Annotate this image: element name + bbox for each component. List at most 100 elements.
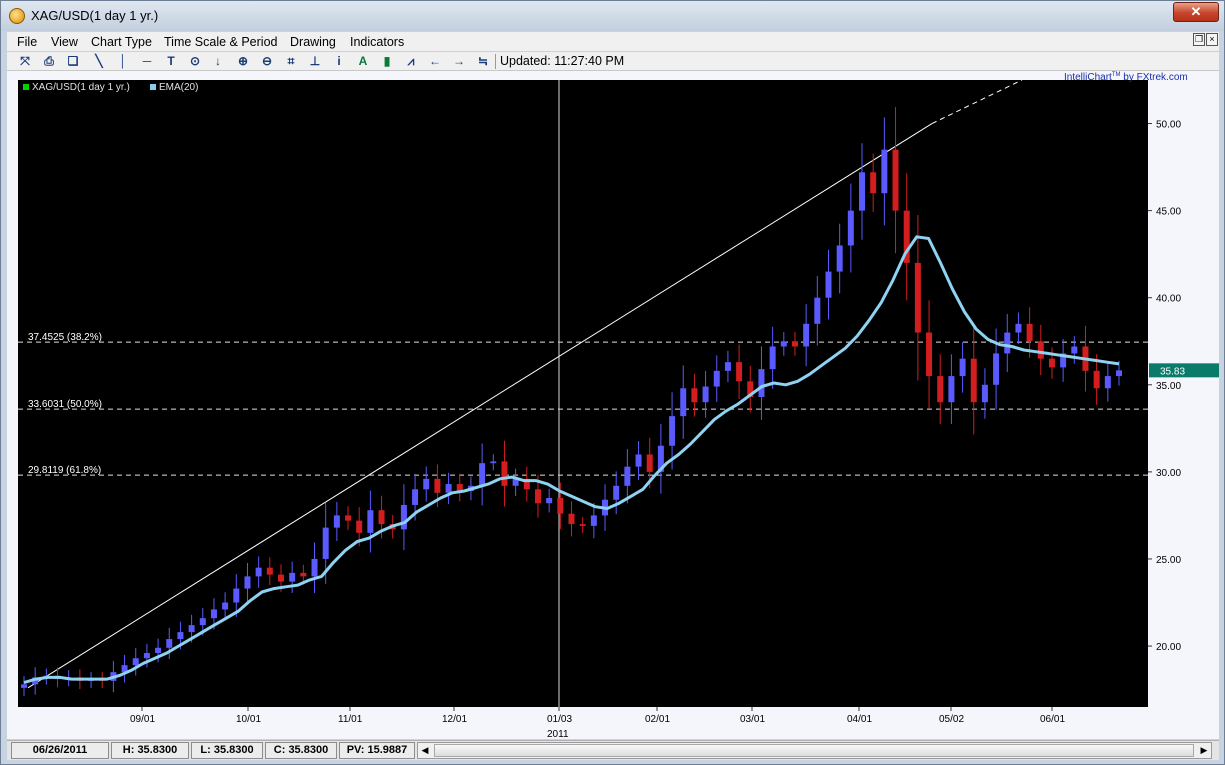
horizontal-line-icon[interactable]: ─: [142, 54, 152, 68]
plot-background: [18, 80, 1148, 707]
x-tick-label: 04/01: [847, 714, 872, 725]
candle-body: [646, 454, 653, 472]
bar-chart-icon[interactable]: ▮: [383, 54, 391, 68]
font-icon[interactable]: A: [358, 54, 368, 68]
trendline-extension: [931, 79, 1023, 124]
status-pv: PV: 15.9887: [339, 742, 415, 759]
chart-area[interactable]: 37.4525 (38.2%) 33.6031 (50.0%) 29.8119 (6…: [7, 71, 1219, 740]
anchor-icon[interactable]: ⊥: [309, 54, 321, 68]
candle-body: [803, 323, 810, 347]
candle-body: [222, 602, 229, 610]
x-tick-label: 09/01: [130, 714, 155, 725]
text-tool-icon[interactable]: T: [167, 54, 175, 68]
candle-body: [903, 210, 910, 263]
candle-body: [926, 332, 933, 377]
x-year-label: 2011: [547, 729, 569, 739]
status-bar: 06/26/2011 H: 35.8300 L: 35.8300 C: 35.8…: [7, 740, 1219, 760]
candle-body: [210, 609, 217, 619]
y-tick-label: 25.00: [1156, 555, 1181, 566]
menu-file[interactable]: File: [17, 35, 38, 49]
candle-body: [892, 149, 899, 211]
crosshair-icon[interactable]: ⤧: [20, 54, 30, 68]
candle-body: [993, 353, 1000, 385]
restore-icon[interactable]: ❐: [1193, 33, 1205, 46]
copy-icon[interactable]: ❏: [67, 54, 79, 68]
close-button[interactable]: ✕: [1173, 2, 1219, 22]
candle-body: [534, 489, 541, 504]
candle-body: [657, 445, 664, 472]
title-bar[interactable]: XAG/USD(1 day 1 yr.) ✕: [1, 1, 1224, 31]
candle-body: [959, 358, 966, 377]
zoom-out-icon[interactable]: ⊖: [261, 54, 273, 68]
candle-body: [624, 466, 631, 486]
menu-drawing[interactable]: Drawing: [290, 35, 336, 49]
scroll-left-icon[interactable]: ←: [429, 54, 441, 68]
menu-indicators[interactable]: Indicators: [350, 35, 405, 49]
down-arrow-icon[interactable]: ↓: [215, 54, 221, 68]
price-chart[interactable]: 37.4525 (38.2%) 33.6031 (50.0%) 29.8119 (6…: [7, 71, 1219, 740]
candle-body: [724, 362, 731, 371]
print-icon[interactable]: ⎙: [44, 54, 54, 68]
toolbar: ⤧ ⎙ ❏ ╲ │ ─ T ⊙ ↓ ⊕ ⊖ ⌗ ⊥ i A ▮ ⩘ ← → ≒ …: [7, 52, 1219, 71]
candle-body: [713, 370, 720, 387]
x-tick-label: 02/01: [645, 714, 670, 725]
candle-body: [356, 520, 363, 533]
candle-body: [188, 625, 195, 633]
chart-scrollbar[interactable]: ◀ ▶: [417, 742, 1212, 759]
menu-time-scale[interactable]: Time Scale & Period: [164, 35, 278, 49]
scroll-right-icon[interactable]: →: [453, 54, 465, 68]
candle-body: [847, 210, 854, 246]
style-icon[interactable]: ≒: [477, 54, 489, 68]
candle-body: [423, 478, 430, 490]
candle-body: [579, 524, 586, 526]
line-chart-icon[interactable]: ⩘: [407, 54, 415, 68]
fib-level-label: 29.8119 (61.8%): [28, 465, 101, 476]
candle-body: [613, 485, 620, 500]
candle-body: [177, 632, 184, 640]
scroll-left-arrow-icon[interactable]: ◀: [421, 745, 429, 755]
candle-body: [546, 498, 553, 504]
line-tool-icon[interactable]: ╲: [95, 54, 103, 68]
candle-body: [345, 515, 352, 521]
zoom-in-icon[interactable]: ⊕: [237, 54, 249, 68]
legend-price: XAG/USD(1 day 1 yr.): [32, 82, 130, 93]
candle-body: [289, 572, 296, 582]
target-icon[interactable]: ⊙: [189, 54, 201, 68]
vertical-line-icon[interactable]: │: [119, 54, 127, 68]
menu-view[interactable]: View: [51, 35, 78, 49]
candle-body: [568, 513, 575, 525]
candle-body: [21, 684, 27, 688]
candle-body: [1048, 358, 1055, 368]
candle-body: [266, 567, 273, 575]
y-tick-label: 45.00: [1156, 207, 1181, 218]
status-low: L: 35.8300: [191, 742, 263, 759]
candle-body: [1060, 353, 1067, 368]
y-tick-label: 50.00: [1156, 120, 1181, 131]
candle-body: [780, 341, 787, 347]
candle-body: [881, 149, 888, 194]
candle-body: [333, 515, 340, 528]
legend-swatch-price: [23, 84, 29, 90]
candle-body: [501, 461, 508, 486]
scroll-thumb[interactable]: [434, 744, 1194, 757]
scroll-right-arrow-icon[interactable]: ▶: [1200, 745, 1208, 755]
x-tick-label: 01/03: [547, 714, 572, 725]
mdi-close-icon[interactable]: ×: [1206, 33, 1218, 46]
candle-body: [1015, 323, 1022, 333]
status-date: 06/26/2011: [11, 742, 109, 759]
candle-body: [791, 341, 798, 347]
candle-body: [635, 454, 642, 467]
candle-body: [1071, 346, 1078, 354]
candle-body: [412, 489, 419, 505]
candle-body: [825, 271, 832, 298]
info-icon[interactable]: i: [337, 54, 341, 68]
fit-icon[interactable]: ⌗: [287, 54, 295, 68]
candle-body: [456, 484, 463, 492]
candle-body: [1004, 332, 1011, 354]
menu-chart-type[interactable]: Chart Type: [91, 35, 152, 49]
candle-body: [300, 572, 307, 577]
candle-body: [132, 658, 139, 666]
candle-body: [479, 463, 486, 486]
candle-body: [691, 388, 698, 403]
